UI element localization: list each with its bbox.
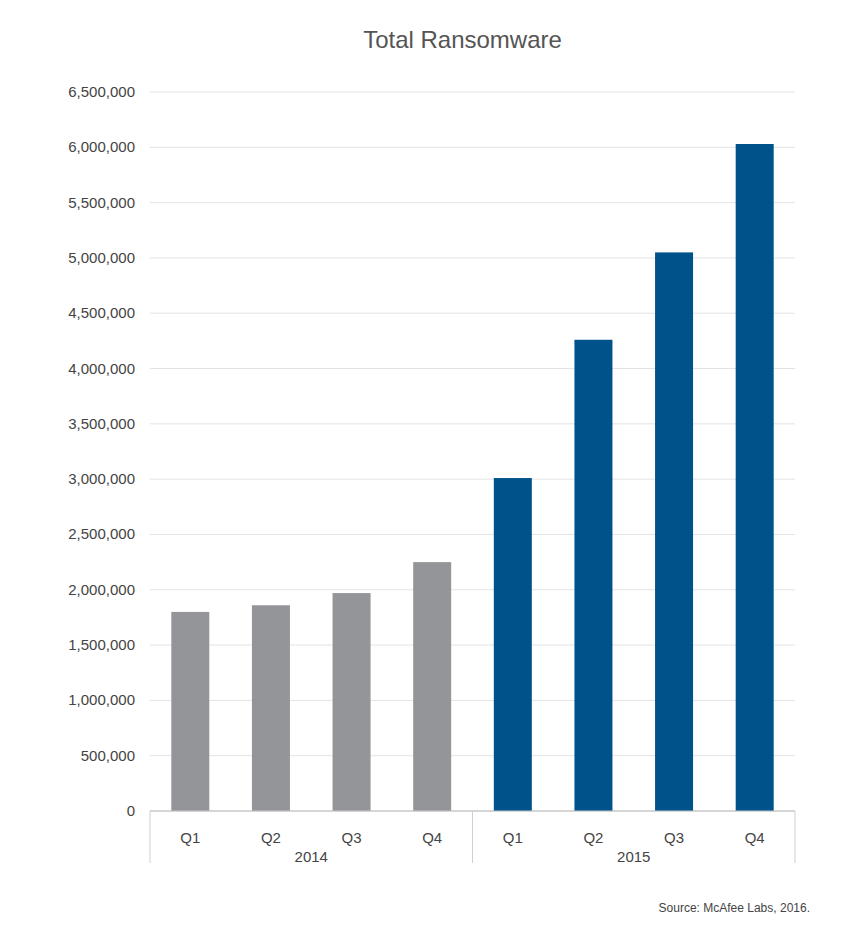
y-tick-label: 5,500,000 bbox=[68, 194, 135, 211]
grid-line bbox=[150, 479, 795, 480]
grid-line bbox=[150, 368, 795, 369]
title: Total Ransomware bbox=[363, 26, 562, 53]
bar bbox=[171, 612, 209, 811]
group-separator bbox=[472, 811, 473, 863]
grid-line bbox=[150, 755, 795, 756]
y-tick-label: 4,500,000 bbox=[68, 304, 135, 321]
y-tick-label: 5,000,000 bbox=[68, 249, 135, 266]
group-label: 2014 bbox=[295, 848, 328, 865]
x-tick-label: Q3 bbox=[664, 829, 684, 846]
grid-line bbox=[150, 92, 795, 93]
grid-line bbox=[150, 589, 795, 590]
x-tick-label: Q1 bbox=[503, 829, 523, 846]
grid-line bbox=[150, 700, 795, 701]
bar bbox=[252, 605, 290, 811]
grid bbox=[150, 92, 795, 811]
bar bbox=[736, 144, 774, 811]
y-tick-label: 0 bbox=[127, 802, 135, 819]
x-tick-label: Q1 bbox=[180, 829, 200, 846]
group-label: 2015 bbox=[617, 848, 650, 865]
bar bbox=[655, 252, 693, 811]
source: Source: McAfee Labs, 2016. bbox=[659, 901, 810, 915]
bar bbox=[494, 478, 532, 811]
y-tick-label: 500,000 bbox=[81, 747, 135, 764]
y-tick-label: 6,000,000 bbox=[68, 138, 135, 155]
y-tick-label: 1,500,000 bbox=[68, 636, 135, 653]
y-tick-label: 3,000,000 bbox=[68, 470, 135, 487]
grid-line bbox=[150, 202, 795, 203]
grid-line bbox=[150, 147, 795, 148]
bar bbox=[333, 593, 371, 811]
group-separator bbox=[795, 811, 796, 863]
y-tick-label: 3,500,000 bbox=[68, 415, 135, 432]
x-tick-label: Q3 bbox=[342, 829, 362, 846]
group-separators bbox=[150, 811, 795, 863]
y-tick-label: 2,000,000 bbox=[68, 581, 135, 598]
grid-line bbox=[150, 313, 795, 314]
y-tick-label: 6,500,000 bbox=[68, 83, 135, 100]
y-tick-label: 2,500,000 bbox=[68, 525, 135, 542]
y-tick-label: 4,000,000 bbox=[68, 360, 135, 377]
grid-line bbox=[150, 645, 795, 646]
bars bbox=[171, 144, 773, 811]
grid-line bbox=[150, 534, 795, 535]
x-tick-label: Q4 bbox=[422, 829, 442, 846]
y-tick-label: 1,000,000 bbox=[68, 691, 135, 708]
group-separator bbox=[150, 811, 151, 863]
chart: Total Ransomware 0 500,000 1,000,000 1,500,0… bbox=[0, 0, 859, 935]
x-tick-label: Q4 bbox=[745, 829, 765, 846]
grid-line bbox=[150, 423, 795, 424]
x-tick-label: Q2 bbox=[583, 829, 603, 846]
grid-line bbox=[150, 257, 795, 258]
x-tick-label: Q2 bbox=[261, 829, 281, 846]
bar bbox=[574, 340, 612, 811]
bar bbox=[413, 562, 451, 811]
